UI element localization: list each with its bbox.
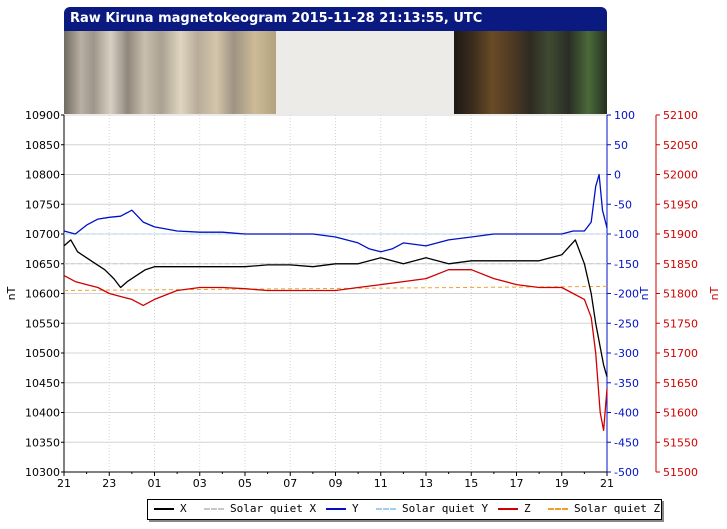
left-tick-label: 10600 [25,288,60,301]
legend-item-y: Y [326,502,359,515]
left-axis-title: nT [5,286,18,300]
right-tick-label: 51950 [663,198,698,211]
x-tick-label: 09 [329,477,343,490]
right-tick-label: 52000 [663,169,698,182]
right-tick-label: 51800 [663,288,698,301]
x-tick-label: 17 [510,477,524,490]
right-tick-label: 51850 [663,258,698,271]
left-tick-label: 10350 [25,436,60,449]
series-line-z [63,269,608,432]
legend-swatch-z [498,508,518,510]
middle-tick-label: -400 [614,407,639,420]
right-tick-label: 51550 [663,436,698,449]
legend: X Solar quiet X Y Solar quiet Y Z Solar … [147,499,662,520]
left-tick-label: 10750 [25,198,60,211]
right-tick-label: 51600 [663,407,698,420]
x-tick-label: 07 [283,477,297,490]
middle-tick-label: -500 [614,466,639,479]
keogram-image-right [454,31,607,114]
middle-tick-label: 50 [614,139,628,152]
middle-tick-label: -50 [614,198,632,211]
legend-swatch-solar-quiet-z [548,508,568,510]
left-tick-label: 10400 [25,407,60,420]
x-tick-label: 23 [102,477,116,490]
right-tick-label: 52100 [663,109,698,122]
left-tick-label: 10500 [25,347,60,360]
x-tick-label: 05 [238,477,252,490]
legend-label-solar-quiet-x: Solar quiet X [230,502,317,515]
legend-label-solar-quiet-y: Solar quiet Y [402,502,489,515]
middle-tick-label: -250 [614,317,639,330]
left-tick-label: 10700 [25,228,60,241]
left-tick-label: 10550 [25,317,60,330]
right-tick-label: 51900 [663,228,698,241]
right-tick-label: 51750 [663,317,698,330]
legend-swatch-solar-quiet-x [204,508,224,510]
middle-tick-label: -450 [614,436,639,449]
middle-tick-label: -100 [614,228,639,241]
x-tick-label: 03 [193,477,207,490]
middle-axis-title: nT [638,286,651,300]
x-tick-label: 15 [464,477,478,490]
legend-item-solar-quiet-z: Solar quiet Z [548,502,660,515]
legend-label-x: X [180,502,187,515]
legend-label-y: Y [352,502,359,515]
x-tick-label: 13 [419,477,433,490]
x-tick-label: 11 [374,477,388,490]
middle-tick-label: -300 [614,347,639,360]
right-tick-label: 51650 [663,377,698,390]
right-tick-label: 51500 [663,466,698,479]
right-tick-label: 52050 [663,139,698,152]
middle-tick-label: -350 [614,377,639,390]
middle-tick-label: 100 [614,109,635,122]
left-tick-label: 10300 [25,466,60,479]
legend-label-z: Z [524,502,531,515]
title-bar: Raw Kiruna magnetokeogram 2015-11-28 21:… [64,7,607,32]
legend-label-solar-quiet-z: Solar quiet Z [574,502,661,515]
legend-item-solar-quiet-x: Solar quiet X [204,502,316,515]
left-tick-label: 10900 [25,109,60,122]
right-tick-label: 51700 [663,347,698,360]
keogram-image-left [64,31,276,114]
series-line-x [63,239,608,377]
legend-item-z: Z [498,502,531,515]
keogram-image-gap [276,31,454,114]
middle-tick-label: -150 [614,258,639,271]
left-tick-label: 10650 [25,258,60,271]
x-tick-label: 01 [148,477,162,490]
left-tick-label: 10800 [25,169,60,182]
right-axis-title: nT [708,286,721,300]
x-tick-label: 21 [57,477,71,490]
series-line-y [63,173,608,253]
legend-swatch-solar-quiet-y [376,508,396,510]
x-tick-label: 19 [555,477,569,490]
legend-item-solar-quiet-y: Solar quiet Y [376,502,488,515]
middle-tick-label: -200 [614,288,639,301]
x-tick-label: 21 [600,477,614,490]
left-tick-label: 10450 [25,377,60,390]
left-tick-label: 10850 [25,139,60,152]
page-title: Raw Kiruna magnetokeogram 2015-11-28 21:… [70,11,483,26]
legend-swatch-y [326,508,346,510]
legend-swatch-x [154,508,174,510]
middle-tick-label: 0 [614,169,621,182]
legend-item-x: X [154,502,187,515]
